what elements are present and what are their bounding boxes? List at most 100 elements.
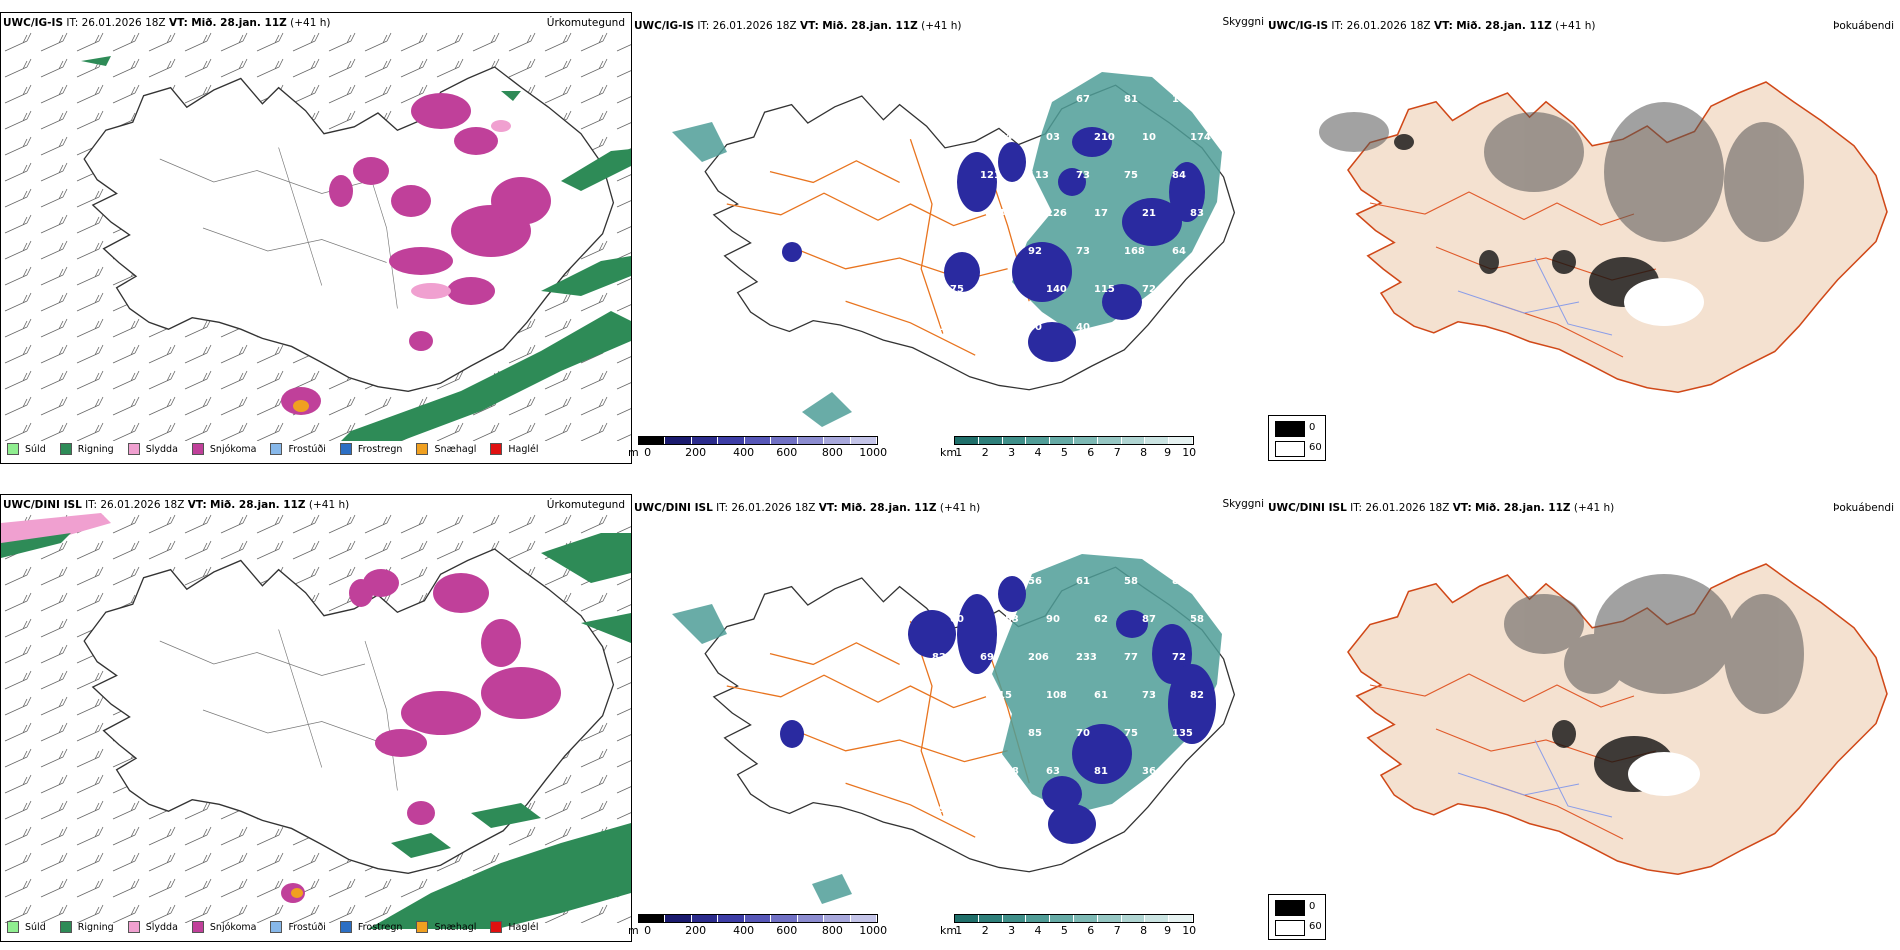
visibility-value-label: 12 [1028,804,1042,815]
row-dini-isl: UWC/DINI ISL IT: 26.01.2026 18Z VT: Mið.… [0,480,1900,950]
fog-legend: 0 60 [1268,415,1326,461]
visibility-value-label: 140 [1046,284,1067,295]
height-colorbar: m 0 200 400 600 800 1000 [628,436,887,459]
km-colorbar: km 1 2 3 4 5 6 7 8 9 10 [940,436,1196,459]
panel-header: UWC/DINI ISL IT: 26.01.2026 18Z VT: Mið.… [3,499,350,511]
visibility-value-label: 75 [1124,170,1138,181]
tick-label: 2 [981,446,989,459]
visibility-value-label: 73 [1076,246,1090,257]
tick-label: 3 [1008,924,1016,937]
fog-panel: UWC/IG-IS IT: 26.01.2026 18Z VT: Mið. 28… [1264,12,1900,464]
visibility-value-label: 74 [998,132,1012,143]
tick-label: 1 [955,446,963,459]
visibility-value-label: 29 [980,246,994,257]
legend-item: Frostregn [339,921,402,933]
visibility-value-label: 90 [1046,614,1060,625]
visibility-value-label: 83 [1190,208,1204,219]
visibility-value-label: 125 [1190,284,1211,295]
visibility-title: Skyggni [1222,498,1265,510]
visibility-value-label: 56 [1028,576,1042,587]
tick-label: 7 [1113,924,1121,937]
tick-label: 6 [1087,924,1095,937]
visibility-value-label: 84 [932,576,946,587]
panel-header: UWC/IG-IS IT: 26.01.2026 18Z VT: Mið. 28… [634,20,962,32]
precip-map [1,513,631,929]
panel-header: UWC/DINI ISL IT: 26.01.2026 18Z VT: Mið.… [1268,502,1615,514]
legend-item: Súld [7,443,46,455]
visibility-value-label: 10 [1172,94,1186,105]
visibility-value-label: 36 [1142,766,1156,777]
legend-item: Súld [7,921,46,933]
fog-legend-high: 0 [1309,422,1316,433]
visibility-value-label: 117 [932,322,953,333]
visibility-value-label: 64 [1172,246,1186,257]
visibility-value-label: 67 [1076,94,1090,105]
precip-legend: Súld Rigning Slydda Snjókoma Frostúði Fr… [7,921,553,933]
visibility-value-label: 58 [1124,576,1138,587]
visibility-value-label: 206 [1028,652,1049,663]
visibility-value-label: 168 [1124,246,1145,257]
precip-title: Úrkomutegund [546,499,625,511]
visibility-value-label: 49 [980,804,994,815]
visibility-value-label: 44 [998,208,1012,219]
visibility-value-label: 92 [932,170,946,181]
visibility-value-label: 61 [998,284,1012,295]
visibility-value-label: 03 [1046,132,1060,143]
visibility-value-label: 69 [980,652,994,663]
visibility-value-label: 75 [950,284,964,295]
visibility-value-label: 70 [1076,728,1090,739]
tick-label: 1 [955,924,963,937]
visibility-value-label: 60 [950,614,964,625]
visibility-value-label: 113 [1028,170,1049,181]
tick-label: 200 [685,924,707,937]
visibility-value-label: 57 [980,576,994,587]
tick-label: 6 [1087,446,1095,459]
visibility-panel: UWC/IG-IS IT: 26.01.2026 18Z VT: Mið. 28… [628,12,1264,464]
visibility-labels: 84 57 56 61 58 89 60 153 90 62 87 58 82 69 206 233 77 72 2… [932,576,1204,815]
tick-label: 600 [776,924,798,937]
fog-map [1319,81,1888,393]
tick-label: 2 [981,924,989,937]
tick-label: 9 [1164,446,1172,459]
visibility-value-label: 15 [998,690,1012,701]
fog-legend-high: 0 [1309,901,1316,912]
visibility-value-label: 69 [950,208,964,219]
precip-map [1,31,631,441]
legend-item: Frostregn [339,443,402,455]
tick-label: 9 [1164,924,1172,937]
visibility-value-label: 82 [1190,766,1204,777]
visibility-value-label: 108 [1046,690,1067,701]
visibility-value-label: 58 [1190,614,1204,625]
visibility-value-label: 73 [1142,690,1156,701]
visibility-value-label: 233 [1076,652,1097,663]
height-colorbar: m 0 200 400 600 800 1000 [628,914,887,937]
tick-label: 8 [1140,924,1148,937]
height-unit: m [628,446,639,459]
visibility-value-label: 87 [1142,614,1156,625]
visibility-value-label: 115 [1094,284,1115,295]
tick-label: 800 [821,924,843,937]
legend-item: Snæhagl [416,921,476,933]
fog-map [1347,563,1888,875]
visibility-value-label: 91 [932,728,946,739]
visibility-value-label: 85 [1028,728,1042,739]
tick-label: 5 [1060,446,1068,459]
tick-label: 10 [1182,924,1197,937]
row-ig-is: UWC/IG-IS IT: 26.01.2026 18Z VT: Mið. 28… [0,12,1900,464]
legend-item: Slydda [127,443,178,455]
precip-title: Úrkomutegund [546,17,625,29]
legend-item: Haglél [490,443,539,455]
visibility-value-label: 153 [998,614,1019,625]
visibility-map [672,554,1236,904]
visibility-value-label: 72 [1142,284,1156,295]
tick-label: 400 [733,446,755,459]
tick-label: 0 [644,924,652,937]
legend-item: Frostúði [270,443,326,455]
height-unit: m [628,924,639,937]
legend-item: Snjókoma [191,921,256,933]
tick-label: 7 [1113,446,1121,459]
visibility-value-label: 10 [1142,132,1156,143]
fog-legend-low: 60 [1309,921,1322,932]
visibility-value-label: 63 [1046,766,1060,777]
visibility-value-label: 135 [1172,728,1193,739]
